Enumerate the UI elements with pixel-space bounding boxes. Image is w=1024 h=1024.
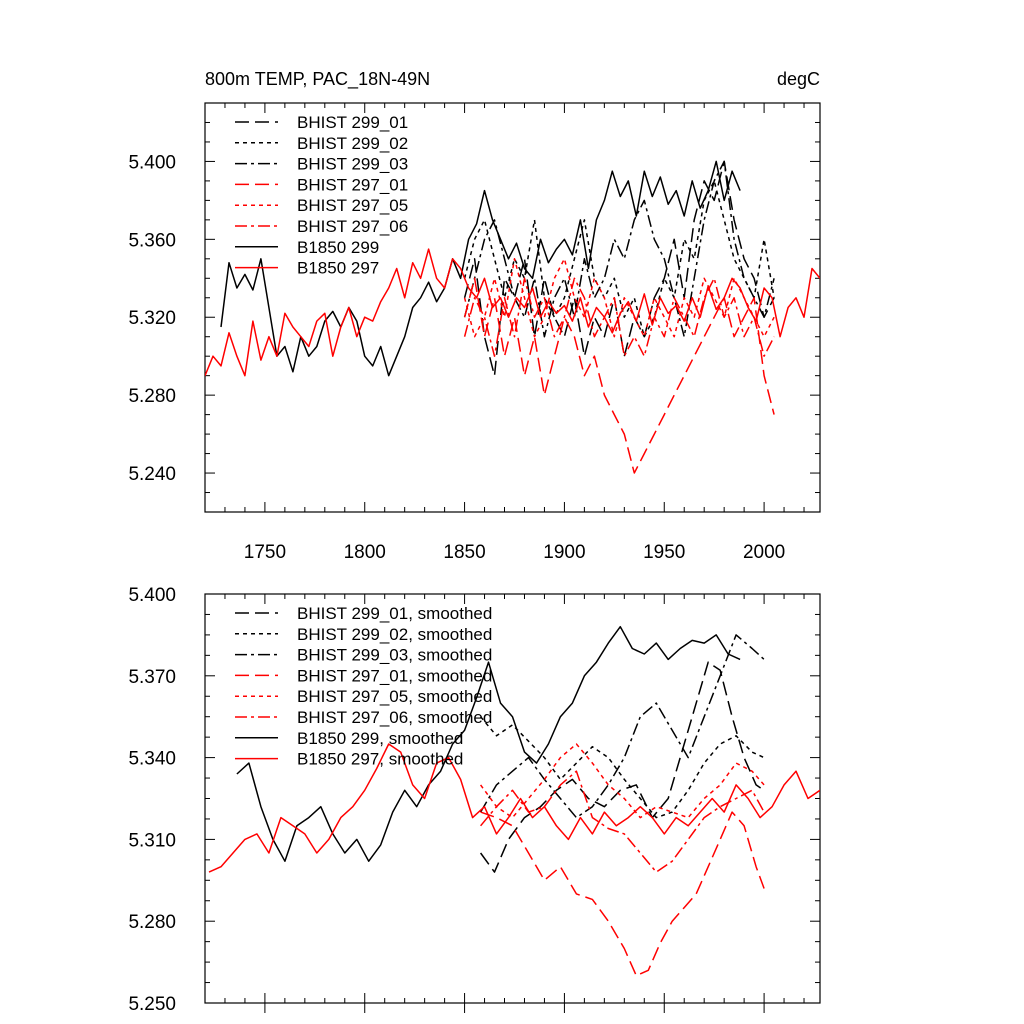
top-legend-label-1: BHIST 299_02 — [297, 134, 408, 153]
top-xtick-label: 1800 — [344, 542, 386, 563]
bottom-legend-label-0: BHIST 299_01, smoothed — [297, 604, 492, 623]
top-legend-label-2: BHIST 299_03 — [297, 155, 408, 174]
top-ytick-label: 5.320 — [128, 308, 176, 329]
bottom-legend-label-5: BHIST 297_06, smoothed — [297, 708, 492, 727]
top-ytick-label: 5.280 — [128, 386, 176, 407]
top-xtick-label: 1900 — [543, 542, 585, 563]
top-ytick-label: 5.400 — [128, 152, 176, 173]
bottom-ytick-label: 5.340 — [128, 749, 176, 770]
top-series-line-1 — [463, 180, 775, 338]
top-series-line-5 — [463, 277, 775, 357]
top-xtick-label: 1950 — [643, 542, 685, 563]
bottom-legend-label-6: B1850 299, smoothed — [297, 729, 463, 748]
top-xtick-label: 1850 — [443, 542, 485, 563]
top-chart: 1750 1800 1850 1900 1950 2000 5.240 5.280 5.320 5… — [128, 69, 821, 563]
bottom-series-group — [208, 625, 820, 977]
bottom-legend-label-1: BHIST 299_02, smoothed — [297, 625, 492, 644]
top-series-line-6 — [220, 160, 741, 377]
bottom-series-line-2 — [479, 634, 765, 819]
top-series-line-4 — [463, 258, 775, 338]
top-plot-frame — [204, 102, 821, 513]
bottom-legend-label-2: BHIST 299_03, smoothed — [297, 646, 492, 665]
top-ytick-label: 5.240 — [128, 464, 176, 485]
top-chart-title: 800m TEMP, PAC_18N-49N — [205, 69, 430, 90]
bottom-legend-label-4: BHIST 297_05, smoothed — [297, 687, 492, 706]
top-legend-label-7: B1850 297 — [297, 259, 379, 278]
top-ytick-label: 5.360 — [128, 230, 176, 251]
top-legend-label-5: BHIST 297_06 — [297, 217, 408, 236]
bottom-series-line-1 — [480, 716, 765, 819]
top-xtick-label: 1750 — [244, 542, 286, 563]
bottom-ytick-label: 5.370 — [128, 667, 176, 688]
bottom-legend-label-7: B1850 297, smoothed — [297, 750, 463, 769]
bottom-series-line-4 — [479, 743, 765, 819]
top-series-line-7 — [205, 248, 820, 377]
top-legend-label-6: B1850 299 — [297, 238, 379, 257]
top-series-group — [205, 160, 820, 474]
bottom-series-line-7 — [208, 743, 820, 873]
top-legend-label-0: BHIST 299_01 — [297, 113, 408, 132]
top-legend-label-3: BHIST 297_01 — [297, 175, 408, 194]
top-legend-label-4: BHIST 297_05 — [297, 196, 408, 215]
top-series-line-3 — [463, 277, 775, 474]
bottom-series-line-6 — [236, 625, 741, 862]
bottom-series-line-0 — [479, 661, 765, 873]
bottom-legend-label-3: BHIST 297_01, smoothed — [297, 666, 492, 685]
top-series-line-2 — [463, 160, 775, 338]
bottom-ytick-label: 5.280 — [128, 912, 176, 933]
bottom-series-line-3 — [480, 811, 765, 977]
top-chart-units: degC — [777, 69, 820, 89]
bottom-ytick-label: 5.310 — [128, 830, 176, 851]
bottom-ytick-label: 5.400 — [128, 585, 176, 606]
top-xtick-label: 2000 — [743, 542, 785, 563]
bottom-ytick-label: 5.250 — [128, 994, 176, 1015]
bottom-chart: 5.250 5.280 5.310 5.340 5.370 5.400 BHIST 299_… — [128, 585, 821, 1015]
